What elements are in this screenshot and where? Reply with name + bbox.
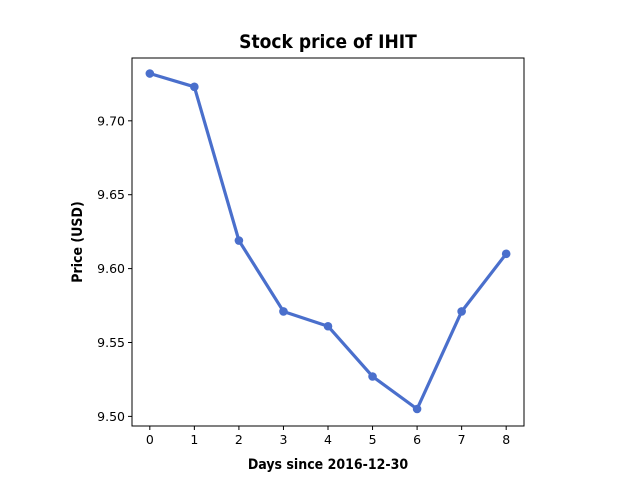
data-point — [501, 249, 511, 259]
y-tick-label: 9.60 — [97, 261, 125, 276]
chart-title: Stock price of IHIT — [239, 31, 417, 53]
y-tick-label: 9.55 — [97, 335, 125, 350]
data-point — [279, 307, 288, 316]
data-point — [145, 69, 155, 78]
y-tick-label: 9.70 — [97, 113, 125, 128]
x-tick-label: 6 — [413, 432, 421, 447]
x-tick-label: 1 — [190, 432, 198, 447]
y-axis-label: Price (USD) — [70, 201, 86, 282]
x-tick-label: 8 — [502, 432, 510, 447]
data-point — [323, 321, 333, 331]
data-point — [234, 236, 244, 245]
data-point — [457, 307, 466, 316]
y-axis: 9.50 9.55 9.60 9.65 9.70 — [97, 113, 132, 424]
x-tick-label: 2 — [235, 432, 243, 447]
y-tick-label: 9.50 — [97, 409, 125, 424]
x-tick-label: 5 — [369, 432, 377, 447]
data-point — [190, 82, 199, 92]
x-tick-label: 7 — [458, 432, 466, 447]
x-tick-label: 3 — [279, 432, 287, 447]
y-tick-label: 9.65 — [97, 187, 125, 202]
plot-area: 0 1 2 3 4 5 6 7 8 9.50 9.55 9.60 9.65 9.70 — [97, 57, 525, 447]
x-tick-label: 4 — [324, 432, 332, 447]
series-line — [148, 71, 508, 411]
data-point — [412, 404, 422, 414]
x-axis-label: Days since 2016-12-30 — [248, 457, 409, 473]
data-point — [368, 372, 377, 381]
x-tick-label: 0 — [146, 432, 154, 447]
series-layer — [145, 69, 511, 414]
plot-frame — [131, 57, 525, 427]
x-axis: 0 1 2 3 4 5 6 7 8 — [146, 426, 510, 447]
